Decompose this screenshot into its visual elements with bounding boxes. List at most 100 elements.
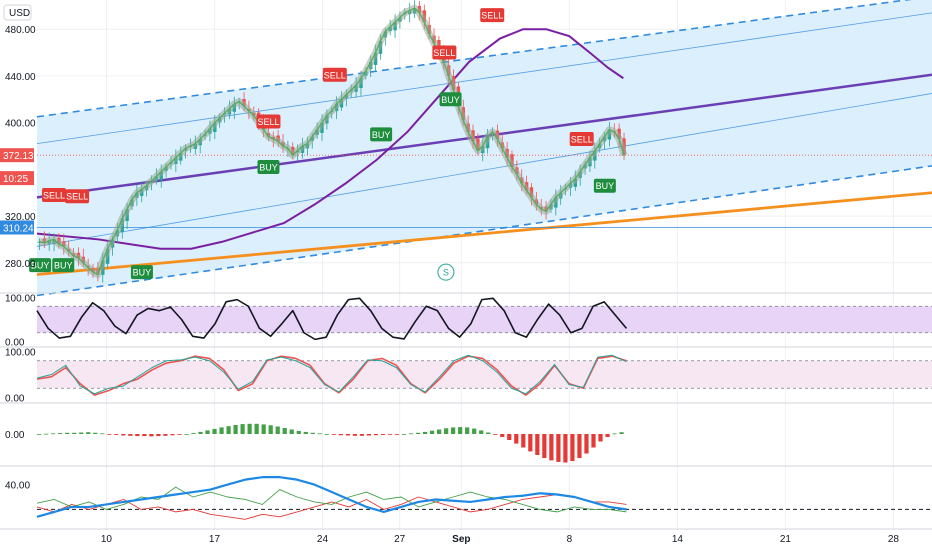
- buy-signal[interactable]: BUY: [130, 265, 153, 280]
- histogram-bar: [366, 434, 372, 436]
- di-minus-line[interactable]: [36, 494, 627, 520]
- histogram-bar: [261, 424, 266, 434]
- histogram-bar: [415, 432, 421, 434]
- histogram-bar: [37, 434, 42, 435]
- channel-inner-line[interactable]: [36, 93, 932, 247]
- histogram-bar: [451, 427, 456, 434]
- histogram-bar: [44, 433, 49, 435]
- event-marker-label: S: [443, 268, 449, 278]
- histogram-bar: [282, 428, 287, 434]
- histogram-bar: [486, 432, 491, 434]
- sell-signal[interactable]: SELL: [432, 45, 457, 60]
- currency-header[interactable]: USD: [3, 4, 32, 21]
- support-line[interactable]: [36, 191, 932, 276]
- histogram-bar: [542, 434, 547, 458]
- event-marker-circle: [437, 263, 455, 281]
- histogram-bar: [198, 431, 203, 434]
- channel-lower-line[interactable]: [36, 165, 932, 297]
- oscillator-panel-1[interactable]: 100.00 0.00: [0, 292, 932, 349]
- buy-signal[interactable]: BUY: [29, 258, 52, 273]
- signal-label: BUY: [372, 130, 391, 140]
- histogram-bar: [345, 434, 350, 436]
- price-badge-label: 10:25: [3, 174, 28, 185]
- histogram-bar: [86, 432, 91, 434]
- time-tick-label: 8: [567, 534, 573, 545]
- signal-box: [569, 131, 594, 146]
- price-axis[interactable]: 480.00 440.00 400.00 320.00 280.00 372.13 10:2…: [0, 25, 36, 270]
- histogram-bar: [205, 430, 210, 434]
- histogram-bar: [359, 434, 365, 436]
- sell-signal[interactable]: SELL: [256, 114, 281, 129]
- histogram-bar: [324, 434, 329, 435]
- histogram-bar: [605, 434, 610, 437]
- signal-box: [370, 127, 393, 142]
- signal-box: [256, 114, 281, 129]
- stochastic-panel[interactable]: 100.00 0.00: [0, 346, 932, 404]
- histogram-bar: [219, 427, 224, 434]
- buy-signal[interactable]: BUY: [52, 258, 75, 273]
- histogram-bar: [373, 434, 379, 436]
- histogram-bar: [254, 423, 259, 434]
- histogram-bar: [619, 432, 624, 434]
- oscillator-band: [37, 360, 932, 389]
- histogram-bar: [535, 434, 540, 455]
- histogram-bar: [401, 434, 407, 435]
- histogram-bar: [310, 432, 315, 434]
- histogram-bar: [444, 428, 449, 434]
- time-axis[interactable]: 10 17 24 27 Sep 8 14 21 28: [0, 528, 932, 545]
- histogram-bar: [177, 434, 182, 435]
- histogram-bar: [163, 434, 168, 436]
- buy-signal[interactable]: BUY: [593, 178, 616, 193]
- price-badge[interactable]: 10:25: [0, 171, 34, 186]
- indicator-tick-label: 40.00: [5, 481, 30, 492]
- indicator-tick-label: 0.00: [5, 338, 25, 349]
- histogram-bar: [577, 434, 582, 458]
- adx-line[interactable]: [36, 476, 627, 518]
- price-badge[interactable]: 372.13: [0, 148, 34, 163]
- price-badge[interactable]: 310.24: [0, 220, 34, 235]
- oscillator-line[interactable]: [36, 297, 628, 341]
- sell-signal[interactable]: SELL: [65, 189, 90, 204]
- histogram-panel[interactable]: 0.00: [0, 402, 932, 463]
- sell-signal[interactable]: SELL: [322, 67, 347, 82]
- histogram-bar: [289, 429, 294, 434]
- buy-signal[interactable]: BUY: [257, 160, 280, 175]
- indicator-tick-label: 0.00: [5, 393, 25, 404]
- sell-signal[interactable]: SELL: [41, 188, 66, 203]
- histogram-bar: [317, 433, 322, 435]
- buy-signal[interactable]: BUY: [439, 92, 462, 107]
- histogram-bar: [114, 434, 119, 435]
- time-tick-label: 24: [317, 534, 329, 545]
- histogram-bar: [65, 432, 70, 434]
- histogram-bar: [72, 432, 77, 434]
- histogram-bar: [51, 433, 56, 435]
- signal-box: [322, 67, 347, 82]
- histogram-bar: [556, 434, 561, 462]
- histogram-bar: [226, 426, 231, 434]
- event-marker[interactable]: S: [437, 263, 455, 281]
- price-badge-label: 310.24: [3, 223, 34, 234]
- channel-upper-line[interactable]: [36, 0, 932, 118]
- signal-box: [593, 178, 616, 193]
- signal-label: BUY: [259, 163, 278, 173]
- adx-panel[interactable]: 40.00: [0, 465, 932, 520]
- channel-mid-line[interactable]: [36, 12, 932, 145]
- histogram-bar: [303, 431, 308, 434]
- histogram-bar: [149, 434, 154, 437]
- sell-signal[interactable]: SELL: [569, 131, 594, 146]
- stochastic-line[interactable]: [36, 354, 627, 395]
- signal-box: [439, 92, 462, 107]
- time-tick-label: 14: [672, 534, 684, 545]
- moving-average-line[interactable]: [36, 28, 624, 250]
- histogram-bar: [128, 434, 133, 436]
- sell-signal[interactable]: SELL: [480, 8, 505, 23]
- indicator-tick-label: 100.00: [5, 293, 36, 304]
- price-badge-label: 372.13: [3, 151, 34, 162]
- signal-box: [257, 160, 280, 175]
- histogram-bar: [100, 433, 105, 435]
- signal-box: [65, 189, 90, 204]
- buy-signal[interactable]: BUY: [370, 127, 393, 142]
- price-tick-label: 480.00: [5, 25, 36, 36]
